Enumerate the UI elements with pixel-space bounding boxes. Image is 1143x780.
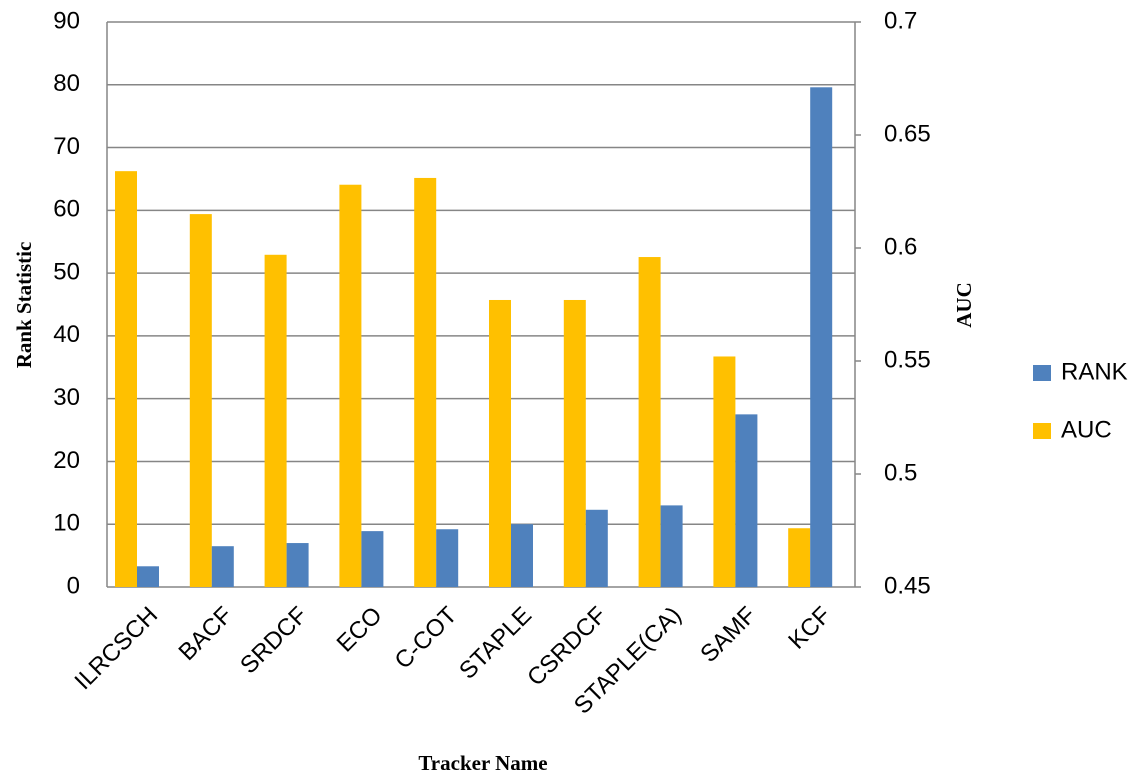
bar [137,566,159,587]
y-tick-label: 90 [53,7,80,34]
legend-swatch [1033,423,1051,439]
y-axis-label: Rank Statistic [12,242,36,369]
bar [788,528,811,587]
legend-label: AUC [1061,416,1112,443]
y2-tick-label: 0.7 [884,7,917,34]
x-tick-label: KCF [783,602,836,655]
x-tick-label: ECO [332,602,388,658]
bar [810,87,833,588]
x-tick-label: SRDCF [235,602,313,680]
bar [735,414,758,587]
bar [189,214,212,587]
y-tick-label: 80 [53,70,80,97]
y-tick-label: 60 [53,196,80,223]
y2-axis-label: AUC [952,282,976,328]
bar [211,546,234,587]
y2-tick-label: 0.6 [884,233,917,260]
y-tick-label: 70 [53,133,80,160]
x-tick-label: SAMF [695,602,761,668]
y-tick-label: 50 [53,258,80,285]
bar [264,254,287,587]
y2-tick-label: 0.65 [884,120,931,147]
legend-label: RANK [1061,358,1128,385]
bar [436,529,459,587]
y-tick-label: 10 [53,510,80,537]
legend-swatch [1033,365,1051,381]
y-tick-label: 0 [67,572,80,599]
bar [414,177,437,587]
x-axis-label: Tracker Name [418,751,547,775]
bar [638,257,661,587]
y2-tick-label: 0.55 [884,346,931,373]
x-tick-label: BACF [174,602,238,666]
bar [489,299,511,587]
x-tick-label: C-COT [390,601,463,674]
y2-tick-label: 0.45 [884,572,931,599]
bar [361,531,384,587]
y-tick-label: 30 [53,384,80,411]
bar [511,524,533,587]
bar [563,299,586,587]
y-tick-label: 40 [53,321,80,348]
bar [660,505,683,587]
bar [339,184,362,587]
bar [286,543,309,587]
y2-tick-label: 0.5 [884,459,917,486]
bar [713,356,736,587]
bar [115,171,137,587]
bar [585,509,608,587]
y-tick-label: 20 [53,447,80,474]
x-tick-label: ILRCSCH [70,602,164,696]
